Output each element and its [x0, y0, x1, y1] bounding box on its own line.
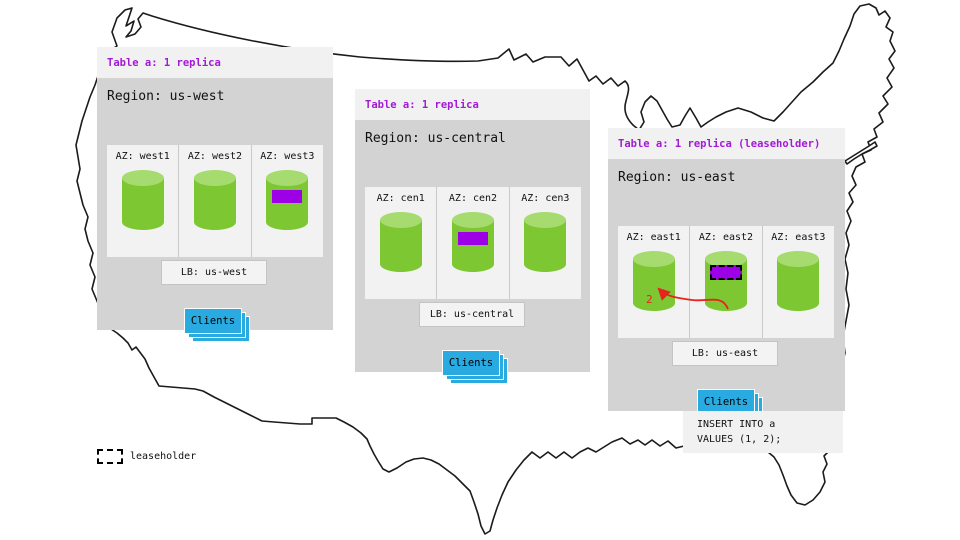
load-balancer-box: LB: us-west [161, 260, 267, 285]
az-column-cen1: AZ: cen1 [365, 187, 438, 299]
legend-label: leaseholder [130, 451, 197, 462]
az-column-west3: AZ: west3 [252, 145, 323, 257]
az-label: AZ: east3 [771, 232, 826, 243]
region-panel-us-east: Table a: 1 replica (leaseholder) Region:… [608, 128, 845, 423]
database-cylinder-icon [193, 170, 236, 230]
az-box: AZ: east1 AZ: east2 AZ: east3 [618, 226, 834, 338]
region-title: Region: us-west [107, 89, 225, 104]
database-cylinder-icon [704, 251, 747, 311]
long-island-outline [844, 141, 878, 165]
map-border-path [75, 3, 896, 535]
table-replica-label: Table a: 1 replica [107, 56, 221, 69]
lb-label: LB: us-west [180, 267, 248, 278]
sql-line-1: INSERT INTO a [697, 419, 776, 430]
region-panel-us-central: Table a: 1 replica Region: us-central AZ… [355, 89, 590, 384]
az-column-east2: AZ: east2 [690, 226, 763, 338]
database-cylinder-icon [379, 212, 422, 272]
sql-line-2: VALUES (1, 2); [697, 434, 782, 445]
az-column-cen2: AZ: cen2 [437, 187, 510, 299]
region-body: Region: us-central AZ: cen1 AZ: cen2 [355, 120, 590, 384]
load-balancer-box: LB: us-central [419, 302, 525, 327]
region-title: Region: us-east [618, 170, 736, 185]
table-leaseholder-label: Table a: 1 replica (leaseholder) [618, 137, 821, 150]
table-replica-header: Table a: 1 replica [355, 89, 590, 120]
database-cylinder-icon [121, 170, 164, 230]
az-label: AZ: west2 [187, 151, 243, 162]
clients-stack: Clients [442, 350, 508, 384]
clients-card: Clients [442, 350, 500, 376]
region-title: Region: us-central [365, 131, 506, 146]
az-column-west2: AZ: west2 [179, 145, 252, 257]
az-column-east3: AZ: east3 [763, 226, 834, 338]
az-label: AZ: east2 [698, 232, 754, 243]
lb-label: LB: us-east [691, 348, 759, 359]
lb-label: LB: us-central [429, 309, 515, 320]
leaseholder-swatch-icon [97, 449, 123, 464]
az-box: AZ: west1 AZ: west2 AZ: west3 [107, 145, 323, 257]
clients-label: Clients [190, 315, 236, 327]
az-column-east1: AZ: east1 [618, 226, 691, 338]
database-cylinder-icon [524, 212, 567, 272]
clients-label: Clients [703, 396, 749, 408]
region-panel-us-west: Table a: 1 replica Region: us-west AZ: w… [97, 47, 333, 342]
clients-label: Clients [448, 357, 494, 369]
sql-note: INSERT INTO a VALUES (1, 2); [683, 411, 843, 453]
clients-card: Clients [184, 308, 242, 334]
az-label: AZ: cen3 [521, 193, 570, 204]
database-cylinder-icon [777, 251, 820, 311]
table-replica-label: Table a: 1 replica [365, 98, 479, 111]
legend: leaseholder [97, 449, 196, 464]
region-body: Region: us-west AZ: west1 AZ: west2 [97, 78, 333, 342]
az-label: AZ: cen2 [448, 193, 498, 204]
replica-marker [457, 232, 488, 245]
leaseholder-marker [709, 265, 742, 280]
az-column-cen3: AZ: cen3 [510, 187, 581, 299]
region-body: Region: us-east AZ: east1 AZ: east2 [608, 159, 845, 423]
az-label: AZ: cen1 [376, 193, 425, 204]
table-leaseholder-header: Table a: 1 replica (leaseholder) [608, 128, 845, 159]
az-column-west1: AZ: west1 [107, 145, 180, 257]
az-label: AZ: west3 [260, 151, 315, 162]
replica-marker [272, 190, 303, 203]
table-replica-header: Table a: 1 replica [97, 47, 333, 78]
az-box: AZ: cen1 AZ: cen2 AZ: cen3 [365, 187, 581, 299]
load-balancer-box: LB: us-east [672, 341, 778, 366]
database-cylinder-icon [632, 251, 675, 311]
clients-stack: Clients [184, 308, 250, 342]
az-label: AZ: west1 [115, 151, 170, 162]
az-label: AZ: east1 [626, 232, 681, 243]
